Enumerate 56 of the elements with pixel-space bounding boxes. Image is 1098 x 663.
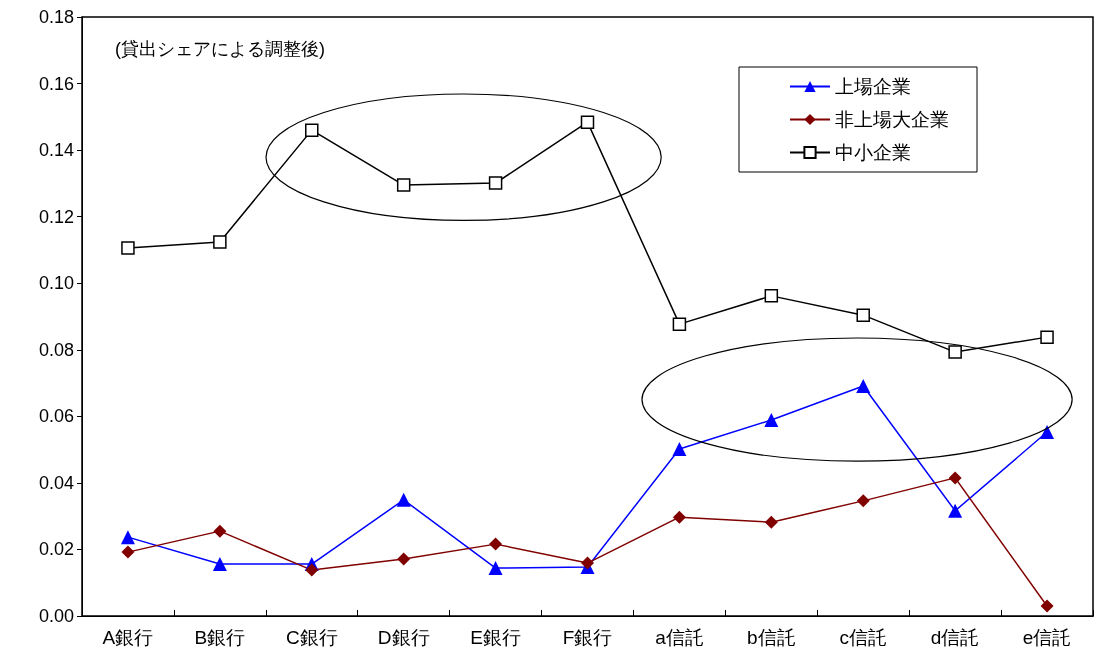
x-tick-label: B銀行	[194, 627, 246, 648]
point	[213, 524, 227, 538]
y-tick-label: 0.16	[38, 73, 74, 94]
point	[1040, 599, 1054, 613]
annotation: (貸出シェアによる調整後)	[115, 39, 325, 59]
point	[1040, 424, 1055, 439]
point	[305, 123, 319, 137]
x-tick-label: E銀行	[470, 627, 521, 648]
x-tick-label: D銀行	[377, 627, 430, 648]
point	[948, 471, 962, 485]
point	[489, 537, 503, 551]
x-tick-label: F銀行	[562, 627, 613, 648]
y-tick-label: 0.08	[38, 339, 74, 360]
point	[120, 530, 135, 545]
x-tick-label: c信託	[839, 627, 887, 648]
legend-label: 非上場大企業	[835, 109, 949, 130]
y-tick-label: 0.00	[38, 606, 74, 626]
x-tick-label: a信託	[655, 627, 704, 648]
y-tick-label: 0.10	[38, 273, 74, 294]
y-tick-label: 0.02	[38, 539, 74, 560]
point	[581, 556, 594, 570]
point	[948, 503, 963, 518]
y-tick-label: 0.06	[38, 406, 74, 427]
point	[764, 515, 778, 529]
y-tick-label: 0.04	[38, 472, 74, 493]
point	[672, 510, 686, 524]
point	[580, 115, 595, 129]
x-tick-label: A銀行	[102, 627, 154, 648]
point	[1040, 330, 1054, 344]
legend-label: 中小企業	[835, 142, 911, 163]
point	[764, 412, 779, 427]
point	[856, 494, 870, 508]
legend-label: 上場企業	[835, 76, 911, 97]
x-tick-label: d信託	[930, 627, 980, 648]
y-tick-label: 0.12	[38, 206, 74, 227]
point	[488, 176, 503, 190]
point	[121, 241, 135, 255]
point	[397, 552, 411, 566]
point	[396, 492, 411, 507]
y-tick-label: 0.14	[38, 140, 74, 161]
point	[856, 379, 871, 394]
point	[212, 557, 227, 572]
point	[305, 563, 319, 577]
x-tick-label: e信託	[1022, 627, 1072, 648]
point	[764, 289, 779, 303]
x-tick-label: C銀行	[285, 627, 338, 648]
point	[672, 317, 687, 331]
point	[672, 441, 687, 456]
point	[396, 178, 411, 192]
point	[121, 545, 135, 559]
point	[948, 345, 962, 359]
x-tick-label: b信託	[747, 627, 796, 648]
point	[856, 308, 870, 322]
point	[213, 235, 227, 249]
point	[488, 561, 503, 576]
y-tick-label: 0.18	[38, 7, 74, 27]
